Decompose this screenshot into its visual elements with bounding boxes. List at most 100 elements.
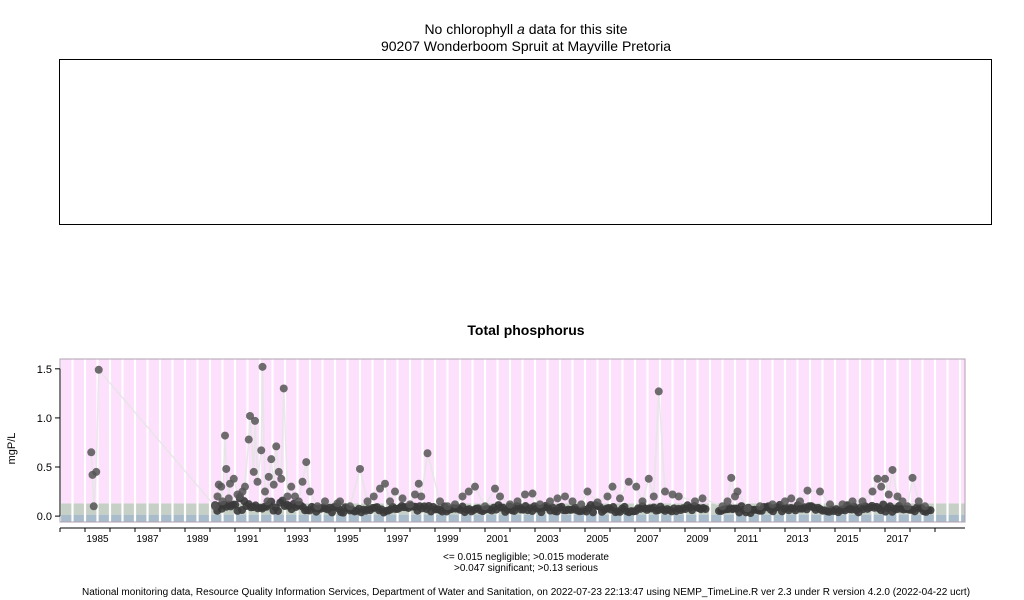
data-point bbox=[743, 504, 752, 513]
data-point bbox=[884, 490, 893, 499]
data-point bbox=[274, 467, 283, 476]
data-point bbox=[398, 494, 407, 503]
y-tick-label: 0.5 bbox=[37, 462, 52, 474]
data-point bbox=[583, 487, 592, 496]
data-point bbox=[436, 497, 444, 506]
empty-chlorophyll-panel bbox=[59, 59, 992, 225]
title-prefix: No chlorophyll bbox=[424, 21, 514, 37]
data-point bbox=[616, 494, 624, 503]
data-point bbox=[417, 492, 426, 501]
data-point bbox=[838, 500, 847, 509]
data-point bbox=[781, 497, 789, 506]
data-point bbox=[356, 464, 364, 473]
data-point bbox=[826, 500, 834, 509]
data-point bbox=[244, 435, 253, 444]
data-point bbox=[608, 482, 617, 491]
x-tick-label: 1999 bbox=[436, 534, 459, 545]
data-point bbox=[873, 474, 882, 483]
band-serious bbox=[60, 359, 965, 504]
x-tick-label: 1989 bbox=[186, 534, 209, 545]
band-negligible bbox=[60, 514, 965, 522]
title-italic: a bbox=[517, 21, 525, 37]
data-point bbox=[914, 497, 923, 506]
data-point bbox=[723, 497, 732, 506]
data-point bbox=[458, 492, 467, 501]
data-point bbox=[94, 365, 103, 374]
data-point bbox=[536, 500, 544, 509]
data-point bbox=[553, 494, 562, 503]
x-tick-label: 2009 bbox=[686, 534, 709, 545]
data-point bbox=[624, 477, 633, 486]
data-point bbox=[267, 455, 276, 464]
data-point bbox=[638, 497, 647, 506]
data-point bbox=[92, 467, 101, 476]
x-tick-label: 1997 bbox=[386, 534, 409, 545]
data-point bbox=[241, 482, 249, 491]
data-point bbox=[87, 448, 96, 457]
data-point bbox=[577, 500, 586, 509]
data-point bbox=[264, 472, 273, 481]
data-point bbox=[733, 487, 742, 496]
x-tick-label: 2003 bbox=[536, 534, 559, 545]
data-point bbox=[263, 497, 272, 506]
threshold-note-2: >0.047 significant; >0.13 serious bbox=[454, 563, 598, 574]
data-point bbox=[654, 387, 663, 396]
data-point bbox=[229, 474, 238, 483]
data-point bbox=[406, 500, 414, 509]
data-point bbox=[521, 490, 529, 499]
data-point bbox=[768, 500, 777, 509]
data-point bbox=[561, 492, 569, 501]
data-point bbox=[649, 492, 658, 501]
data-point bbox=[386, 497, 394, 506]
data-point bbox=[279, 384, 288, 393]
data-point bbox=[593, 498, 602, 507]
data-point bbox=[302, 458, 311, 467]
y-tick-label: 1.0 bbox=[37, 413, 52, 425]
data-point bbox=[868, 487, 877, 496]
data-point bbox=[893, 492, 902, 501]
x-tick-label: 1995 bbox=[336, 534, 359, 545]
data-point bbox=[261, 487, 269, 496]
data-point bbox=[481, 502, 489, 511]
data-point bbox=[411, 490, 419, 499]
data-point bbox=[443, 502, 452, 511]
x-tick-label: 2007 bbox=[636, 534, 659, 545]
data-point bbox=[888, 465, 897, 474]
data-point bbox=[277, 474, 286, 483]
data-point bbox=[218, 497, 227, 506]
data-point bbox=[632, 482, 641, 491]
data-point bbox=[877, 482, 886, 491]
y-axis: 0.0 0.5 1.0 1.5 bbox=[37, 364, 61, 523]
y-tick-label: 0.0 bbox=[37, 511, 52, 523]
x-tick-label: 2005 bbox=[586, 534, 609, 545]
data-point bbox=[221, 431, 229, 440]
data-point bbox=[298, 477, 307, 486]
no-data-message: No chlorophyll a data for this site bbox=[0, 21, 1024, 38]
data-point bbox=[796, 497, 804, 506]
data-point bbox=[269, 480, 278, 489]
data-point bbox=[222, 464, 231, 473]
data-points bbox=[87, 362, 929, 513]
data-point bbox=[249, 467, 258, 476]
x-tick-label: 2017 bbox=[886, 534, 909, 545]
data-point bbox=[363, 497, 372, 506]
data-point bbox=[691, 497, 699, 506]
data-point bbox=[381, 479, 389, 488]
threshold-legend: <= 0.015 negligible; >0.015 moderate >0.… bbox=[0, 552, 1024, 574]
data-point bbox=[294, 497, 303, 506]
data-point bbox=[644, 474, 653, 483]
data-point bbox=[414, 479, 423, 488]
data-point bbox=[471, 482, 479, 491]
data-point bbox=[921, 502, 929, 511]
data-point bbox=[513, 497, 522, 506]
baseline-point bbox=[589, 508, 597, 517]
data-point bbox=[787, 494, 796, 503]
data-point bbox=[528, 489, 537, 498]
data-point bbox=[506, 500, 514, 509]
data-point bbox=[903, 502, 912, 511]
data-point bbox=[217, 482, 226, 491]
x-tick-label: 1993 bbox=[286, 534, 309, 545]
footer-credit: National monitoring data, Resource Quali… bbox=[81, 587, 971, 598]
title-suffix: data for this site bbox=[528, 21, 628, 37]
baseline-point bbox=[274, 506, 282, 515]
